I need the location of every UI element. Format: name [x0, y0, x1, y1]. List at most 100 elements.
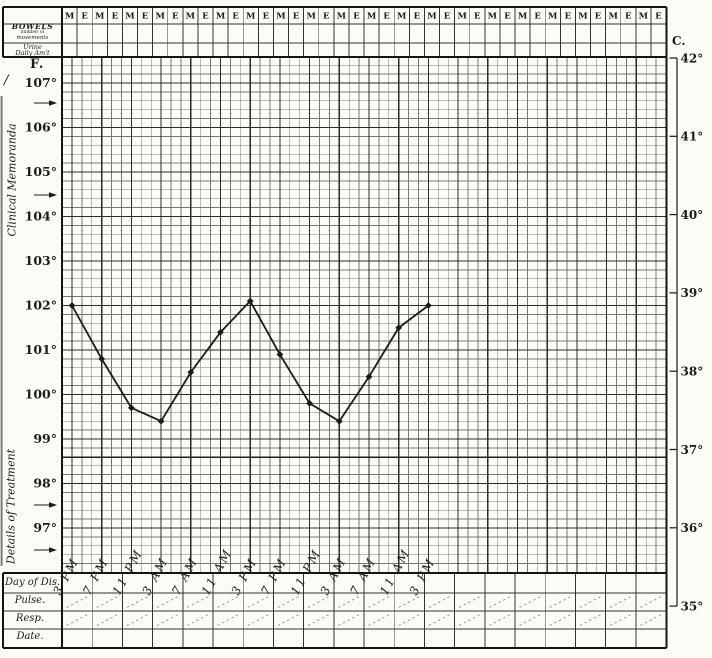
me-cell-letter: E: [81, 12, 88, 22]
form-borders: [1, 5, 668, 650]
stray-pen-mark: /: [4, 73, 9, 88]
me-cell-letter: M: [457, 12, 467, 22]
fahrenheit-tick-label: 101°: [25, 342, 57, 357]
me-cell-letter: E: [444, 12, 451, 22]
me-cell-letter: E: [383, 12, 390, 22]
celsius-tick-label: 42°: [681, 51, 704, 65]
scan-edge-bar: [0, 96, 3, 566]
date-row-label: Date.: [16, 631, 44, 642]
me-cell-letter: E: [142, 12, 149, 22]
temperature-point-marker: [276, 351, 284, 358]
temperature-point-marker: [157, 417, 165, 425]
temperature-point-marker: [306, 400, 313, 407]
fahrenheit-tick-label: 98°: [33, 476, 57, 491]
clinical-memoranda-label: Clinical Memoranda: [5, 123, 19, 237]
me-cell-letter: M: [306, 12, 316, 22]
fahrenheit-tick-label: 99°: [33, 431, 57, 446]
celsius-scale: 42° 41° 40° 39° 38° 37° 36° 35°: [669, 51, 704, 613]
me-cell-letter: M: [186, 12, 196, 22]
me-cell-letter: M: [518, 12, 528, 22]
fahrenheit-tick-label: 97°: [33, 520, 57, 535]
entry-arrow-icons: [34, 100, 57, 553]
urine-box-title: Urine: [23, 42, 42, 51]
temperature-point-marker: [425, 302, 432, 309]
bowels-box-title: BOWELS: [11, 21, 54, 31]
time-annotation: 7 AM: [169, 554, 201, 597]
time-annotation: 7 AM: [347, 554, 379, 597]
me-cell-letter: E: [202, 12, 209, 22]
me-cell-letter: E: [474, 12, 481, 22]
me-cell-letter: M: [367, 12, 377, 22]
details-of-treatment-label: Details of Treatment: [4, 448, 18, 565]
me-cell-letter: M: [337, 12, 347, 22]
me-cell-letter: E: [504, 12, 511, 22]
me-cell-letter: E: [232, 12, 239, 22]
me-cell-letter: E: [655, 12, 662, 22]
me-cell-letter: M: [125, 12, 135, 22]
resp-row-label: Resp.: [15, 613, 45, 624]
me-cell-letter: M: [65, 12, 75, 22]
grid-major-lines: [62, 57, 667, 573]
me-cell-letter: E: [414, 12, 421, 22]
time-annotation: 3 AM: [139, 554, 171, 597]
temperature-point-marker: [246, 297, 254, 305]
me-cell-letter: E: [565, 12, 572, 22]
time-annotation: 7 PM: [258, 555, 289, 597]
me-cell-letter: E: [112, 12, 119, 22]
temperature-curve: [68, 297, 432, 425]
bottom-rows-grid: [3, 573, 667, 648]
me-cell-letter: M: [578, 12, 588, 22]
me-cell-letter: E: [263, 12, 270, 22]
temperature-point-marker: [128, 404, 135, 412]
me-cell-letter: M: [246, 12, 256, 22]
fahrenheit-axis-label: F.: [30, 57, 45, 72]
urine-box-subtitle: Daily Am't: [15, 49, 50, 58]
me-cell-letter: E: [534, 12, 541, 22]
time-annotation: 7 PM: [80, 555, 111, 597]
time-annotation: 3 PM: [407, 555, 438, 597]
me-cell-letter: M: [488, 12, 498, 22]
pulse-hatch-marks: [66, 596, 662, 608]
celsius-axis-label: C.: [672, 34, 686, 48]
fahrenheit-tick-label: 100°: [25, 387, 57, 402]
temperature-point-marker: [217, 328, 224, 336]
me-cell-letter: M: [608, 12, 618, 22]
fahrenheit-tick-label: 103°: [25, 253, 57, 268]
celsius-tick-label: 36°: [681, 521, 704, 535]
fahrenheit-tick-label: 105°: [25, 164, 57, 179]
me-cell-letter: E: [625, 12, 632, 22]
temperature-point-marker: [98, 355, 106, 363]
celsius-tick-label: 40°: [681, 208, 704, 222]
me-cell-letter: M: [548, 12, 558, 22]
temperature-point-marker: [68, 302, 76, 309]
bowels-box-subtitle: number of: [20, 30, 45, 35]
me-cell-letter: M: [95, 12, 105, 22]
me-cell-letter: M: [397, 12, 407, 22]
me-cell-letter: M: [427, 12, 437, 22]
temperature-point-marker: [365, 373, 373, 381]
me-cell-letter: M: [276, 12, 286, 22]
me-cell-letter: M: [155, 12, 165, 22]
me-cell-letter: E: [172, 12, 179, 22]
me-cell-letter: E: [595, 12, 602, 22]
celsius-tick-label: 41°: [681, 130, 704, 144]
me-cell-letter: M: [216, 12, 226, 22]
celsius-tick-label: 37°: [681, 443, 704, 457]
urine-box: Urine Daily Am't: [4, 42, 61, 58]
temperature-point-marker: [335, 417, 343, 425]
me-cell-letter: M: [639, 12, 649, 22]
header-rows-grid: [3, 7, 667, 57]
temperature-point-marker: [395, 324, 403, 332]
day-of-disease-row-label: Day of Dis.: [5, 577, 61, 588]
resp-hatch-marks: [66, 614, 662, 626]
fahrenheit-scale: 107° 106° 105° 104° 103° 102° 101° 100° 99° 98° 97…: [25, 75, 57, 535]
time-annotation: 3 PM: [228, 555, 259, 597]
celsius-tick-label: 38°: [681, 365, 704, 379]
fahrenheit-tick-label: 104°: [25, 209, 57, 224]
me-cell-letter: E: [293, 12, 300, 22]
temperature-point-marker: [187, 368, 195, 376]
bowels-box-subtitle2: movements: [16, 34, 49, 41]
